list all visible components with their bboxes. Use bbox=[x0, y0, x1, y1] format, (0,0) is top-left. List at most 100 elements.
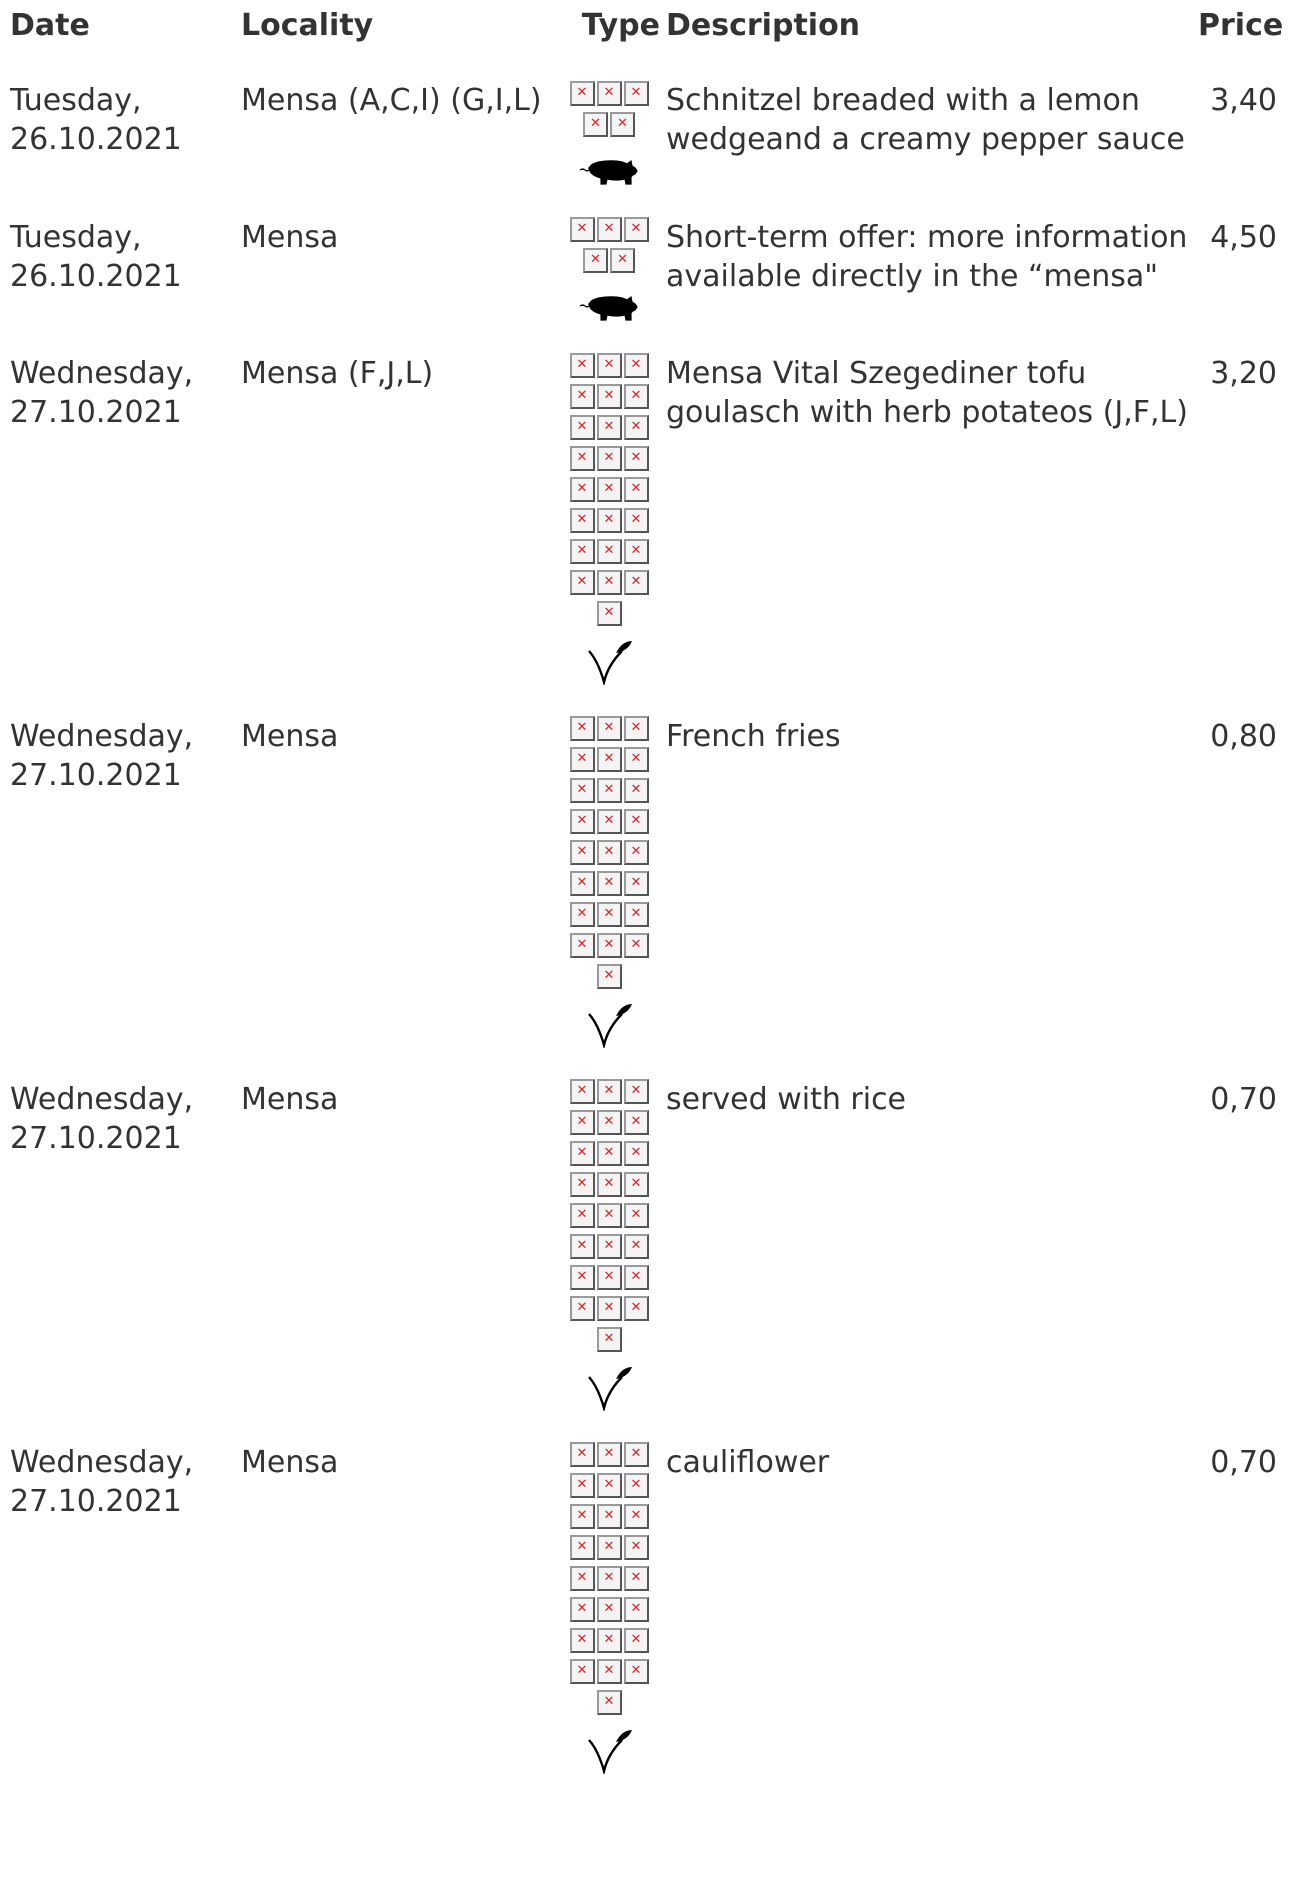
broken-image-icon: ✕ bbox=[596, 415, 622, 440]
broken-image-icon: ✕ bbox=[596, 809, 622, 834]
table-row: Wednesday, 27.10.2021 Mensa ✕ ✕ ✕ ✕ ✕ ✕ ✕ ✕ ✕ ✕ ✕ ✕… bbox=[0, 1048, 1293, 1411]
date-cell: Wednesday, 27.10.2021 bbox=[0, 685, 231, 1048]
date-text: 27.10.2021 bbox=[10, 758, 182, 793]
broken-image-icon: ✕ bbox=[569, 1535, 595, 1560]
broken-image-icon: ✕ bbox=[569, 1296, 595, 1321]
broken-image-icon: ✕ bbox=[610, 248, 635, 273]
broken-image-icon: ✕ bbox=[569, 353, 595, 378]
broken-image-icon: ✕ bbox=[596, 446, 622, 471]
vegan-leaf-icon bbox=[561, 1728, 657, 1774]
broken-image-icon: ✕ bbox=[623, 933, 649, 958]
broken-image-icon: ✕ bbox=[569, 1079, 595, 1104]
date-text: 26.10.2021 bbox=[10, 122, 182, 157]
broken-image-icon: ✕ bbox=[569, 1141, 595, 1166]
type-cell: ✕ ✕ ✕ ✕ ✕ bbox=[561, 49, 666, 186]
type-icons: ✕ ✕ ✕ ✕ ✕ ✕ ✕ ✕ ✕ ✕ ✕ ✕ ✕ ✕ ✕ ✕ ✕ ✕ ✕ ✕ ✕ ✕ ✕ ✕ ✕ bbox=[561, 716, 657, 1048]
locality-cell: Mensa bbox=[241, 1445, 339, 1480]
broken-image-icon: ✕ bbox=[623, 1535, 649, 1560]
broken-image-icon: ✕ bbox=[596, 747, 622, 772]
broken-image-icon: ✕ bbox=[596, 1628, 622, 1653]
broken-image-icon: ✕ bbox=[569, 217, 595, 242]
broken-image-icon: ✕ bbox=[569, 1566, 595, 1591]
broken-image-icon: ✕ bbox=[569, 1597, 595, 1622]
broken-image-icon: ✕ bbox=[569, 1265, 595, 1290]
broken-image-icon: ✕ bbox=[623, 1203, 649, 1228]
broken-image-icon: ✕ bbox=[569, 933, 595, 958]
broken-image-icon: ✕ bbox=[623, 1079, 649, 1104]
broken-image-icon: ✕ bbox=[623, 477, 649, 502]
broken-image-icon: ✕ bbox=[623, 1628, 649, 1653]
menu-table: Date Locality Type Description Price Tue… bbox=[0, 8, 1293, 1774]
weekday-text: Wednesday, bbox=[10, 1082, 194, 1117]
broken-image-icon: ✕ bbox=[569, 716, 595, 741]
broken-image-icon: ✕ bbox=[596, 384, 622, 409]
broken-image-icon: ✕ bbox=[596, 1535, 622, 1560]
broken-image-icon: ✕ bbox=[596, 539, 622, 564]
broken-image-icon: ✕ bbox=[623, 217, 649, 242]
broken-image-icon: ✕ bbox=[623, 508, 649, 533]
pig-icon bbox=[561, 156, 657, 186]
broken-image-icon: ✕ bbox=[596, 1079, 622, 1104]
broken-image-icon: ✕ bbox=[623, 446, 649, 471]
broken-image-icon: ✕ bbox=[569, 1203, 595, 1228]
broken-image-icon: ✕ bbox=[623, 1566, 649, 1591]
broken-image-icon: ✕ bbox=[569, 1659, 595, 1684]
broken-image-icon: ✕ bbox=[623, 871, 649, 896]
type-cell: ✕ ✕ ✕ ✕ ✕ ✕ ✕ ✕ ✕ ✕ ✕ ✕ ✕ ✕ ✕ ✕ ✕ ✕ ✕ ✕ ✕ ✕ ✕ ✕ ✕ bbox=[561, 1048, 666, 1411]
header-locality: Locality bbox=[241, 8, 374, 43]
date-text: 27.10.2021 bbox=[10, 1484, 182, 1519]
broken-image-icon: ✕ bbox=[623, 384, 649, 409]
broken-image-icon: ✕ bbox=[596, 1659, 622, 1684]
broken-image-icon: ✕ bbox=[623, 1504, 649, 1529]
broken-image-icon: ✕ bbox=[623, 1234, 649, 1259]
table-row: Wednesday, 27.10.2021 Mensa ✕ ✕ ✕ ✕ ✕ ✕ ✕ ✕ ✕ ✕ ✕ ✕… bbox=[0, 1411, 1293, 1774]
date-cell: Wednesday, 27.10.2021 bbox=[0, 322, 231, 685]
broken-image-icon: ✕ bbox=[596, 353, 622, 378]
description-cell: cauliflower bbox=[666, 1445, 830, 1480]
broken-image-icon: ✕ bbox=[596, 716, 622, 741]
broken-image-icon: ✕ bbox=[596, 902, 622, 927]
broken-image-icon: ✕ bbox=[623, 415, 649, 440]
broken-image-icon: ✕ bbox=[596, 570, 622, 595]
price-cell: 0,80 bbox=[1210, 719, 1277, 754]
date-cell: Wednesday, 27.10.2021 bbox=[0, 1411, 231, 1774]
broken-image-icon: ✕ bbox=[569, 1234, 595, 1259]
broken-image-icon: ✕ bbox=[596, 1597, 622, 1622]
type-icons: ✕ ✕ ✕ ✕ ✕ ✕ ✕ ✕ ✕ ✕ ✕ ✕ ✕ ✕ ✕ ✕ ✕ ✕ ✕ ✕ ✕ ✕ ✕ ✕ ✕ bbox=[561, 353, 657, 685]
broken-image-icon: ✕ bbox=[623, 747, 649, 772]
price-cell: 3,40 bbox=[1210, 83, 1277, 118]
type-icons: ✕ ✕ ✕ ✕ ✕ bbox=[561, 217, 657, 322]
type-cell: ✕ ✕ ✕ ✕ ✕ ✕ ✕ ✕ ✕ ✕ ✕ ✕ ✕ ✕ ✕ ✕ ✕ ✕ ✕ ✕ ✕ ✕ ✕ ✕ ✕ bbox=[561, 685, 666, 1048]
broken-image-icon: ✕ bbox=[583, 248, 608, 273]
weekday-text: Wednesday, bbox=[10, 356, 194, 391]
date-cell: Wednesday, 27.10.2021 bbox=[0, 1048, 231, 1411]
locality-cell: Mensa bbox=[241, 220, 339, 255]
description-cell: Short-term offer: more information avail… bbox=[666, 220, 1188, 294]
broken-image-icon: ✕ bbox=[569, 81, 595, 106]
broken-image-icon: ✕ bbox=[596, 217, 622, 242]
type-cell: ✕ ✕ ✕ ✕ ✕ ✕ ✕ ✕ ✕ ✕ ✕ ✕ ✕ ✕ ✕ ✕ ✕ ✕ ✕ ✕ ✕ ✕ ✕ ✕ ✕ bbox=[561, 322, 666, 685]
broken-image-icon: ✕ bbox=[623, 1172, 649, 1197]
broken-image-icon: ✕ bbox=[569, 539, 595, 564]
pig-icon bbox=[561, 292, 657, 322]
broken-image-icon: ✕ bbox=[569, 902, 595, 927]
broken-image-icon: ✕ bbox=[569, 446, 595, 471]
broken-image-icon: ✕ bbox=[623, 353, 649, 378]
broken-image-icon: ✕ bbox=[569, 508, 595, 533]
type-icons: ✕ ✕ ✕ ✕ ✕ bbox=[561, 81, 657, 186]
header-date: Date bbox=[10, 8, 90, 43]
type-icons: ✕ ✕ ✕ ✕ ✕ ✕ ✕ ✕ ✕ ✕ ✕ ✕ ✕ ✕ ✕ ✕ ✕ ✕ ✕ ✕ ✕ ✕ ✕ ✕ ✕ bbox=[561, 1079, 657, 1411]
broken-image-icon: ✕ bbox=[569, 1110, 595, 1135]
header-type: Type bbox=[581, 8, 660, 43]
broken-image-icon: ✕ bbox=[596, 1265, 622, 1290]
broken-image-icon: ✕ bbox=[623, 1442, 649, 1467]
broken-image-icon: ✕ bbox=[569, 809, 595, 834]
date-text: 26.10.2021 bbox=[10, 259, 182, 294]
price-cell: 0,70 bbox=[1210, 1082, 1277, 1117]
broken-image-icon: ✕ bbox=[623, 1597, 649, 1622]
broken-image-icon: ✕ bbox=[596, 933, 622, 958]
broken-image-icon: ✕ bbox=[610, 112, 635, 137]
weekday-text: Wednesday, bbox=[10, 1445, 194, 1480]
broken-image-icon: ✕ bbox=[596, 1110, 622, 1135]
broken-image-icon: ✕ bbox=[596, 1504, 622, 1529]
